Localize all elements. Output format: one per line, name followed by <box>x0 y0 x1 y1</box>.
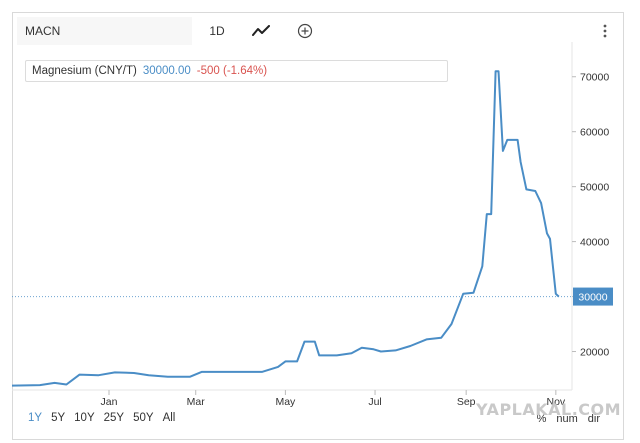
series-legend: Magnesium (CNY/T) 30000.00 -500 (-1.64%) <box>25 60 448 82</box>
more-vertical-icon <box>603 24 607 38</box>
symbol-input[interactable] <box>17 17 192 45</box>
chart-toolbar: 1D <box>12 12 624 50</box>
chart-type-button[interactable] <box>241 17 281 45</box>
x-tick-label: Nov <box>546 396 565 408</box>
y-tick-label: 50000 <box>580 182 609 194</box>
range-25y-button[interactable]: 25Y <box>103 412 125 424</box>
x-tick-label: May <box>275 396 296 408</box>
line-chart-icon <box>252 25 270 36</box>
y-tick-label: 40000 <box>580 237 609 249</box>
last-price-badge <box>573 287 613 306</box>
scale-num-button[interactable]: num <box>556 413 578 425</box>
legend-series-name: Magnesium (CNY/T) <box>32 65 137 77</box>
legend-last-value: 30000.00 <box>142 65 191 77</box>
y-tick-label: 60000 <box>580 127 609 139</box>
range-selector: 1Y 5Y 10Y 25Y 50Y All <box>28 412 175 424</box>
x-tick-label: Sep <box>457 396 476 408</box>
scale-options: % num dir <box>537 413 600 425</box>
plus-circle-icon <box>297 23 313 39</box>
y-tick-label: 70000 <box>580 72 609 84</box>
scale-percent-button[interactable]: % <box>536 413 547 425</box>
price-series-line <box>11 70 560 387</box>
x-tick-label: Jul <box>368 396 381 408</box>
range-5y-button[interactable]: 5Y <box>51 412 66 424</box>
range-50y-button[interactable]: 50Y <box>133 412 154 424</box>
legend-change: -500 (-1.64%) <box>196 65 268 77</box>
compare-button[interactable] <box>285 17 325 45</box>
scale-dir-button[interactable]: dir <box>587 413 600 425</box>
range-1y-button[interactable]: 1Y <box>28 412 43 424</box>
watermark: YAPLAKAL.COM <box>476 400 622 419</box>
x-tick-label: Mar <box>187 396 206 408</box>
x-tick-label: Jan <box>101 396 118 408</box>
chart-frame <box>12 12 624 440</box>
last-price-label: 30000 <box>578 292 607 304</box>
range-all-button[interactable]: All <box>162 412 176 424</box>
y-tick-label: 20000 <box>580 347 609 359</box>
interval-button[interactable]: 1D <box>209 24 225 38</box>
more-menu-button[interactable] <box>598 17 612 45</box>
range-10y-button[interactable]: 10Y <box>74 412 95 424</box>
